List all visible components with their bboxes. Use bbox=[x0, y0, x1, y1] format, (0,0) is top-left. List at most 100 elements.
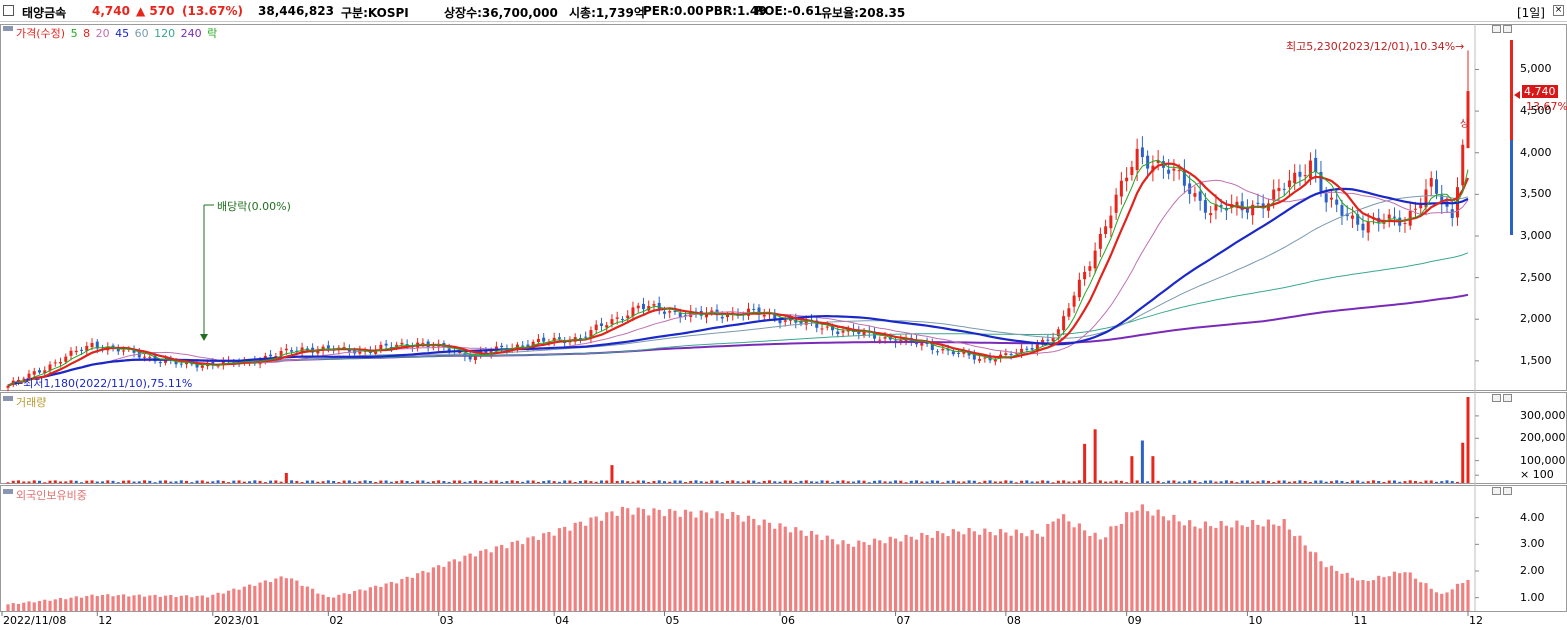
foreign-ratio-bar bbox=[515, 540, 520, 611]
foreign-ratio-bar bbox=[1072, 527, 1076, 611]
candle-body bbox=[1125, 177, 1129, 182]
candle-body bbox=[589, 330, 593, 339]
volume-bar bbox=[111, 480, 115, 483]
candle-body bbox=[164, 359, 168, 363]
foreign-ratio-bar bbox=[184, 595, 189, 611]
foreign-ratio-bar bbox=[1035, 533, 1039, 611]
candle-body bbox=[74, 350, 78, 353]
foreign-ratio-bar bbox=[1314, 552, 1318, 611]
volume-bar bbox=[290, 480, 294, 483]
candle-body bbox=[552, 337, 556, 341]
volume-bar bbox=[122, 480, 126, 483]
candle-body bbox=[920, 342, 924, 346]
volume-bar bbox=[69, 480, 73, 483]
foreign-ratio-bar bbox=[951, 529, 955, 611]
volume-bar bbox=[1335, 480, 1339, 483]
volume-bar bbox=[169, 481, 173, 483]
foreign-ratio-bar bbox=[626, 508, 630, 611]
period-selector[interactable]: [1일] bbox=[1516, 6, 1545, 20]
volume-bar bbox=[647, 482, 651, 484]
candle-body bbox=[305, 348, 309, 350]
foreign-ratio-bar bbox=[268, 582, 273, 611]
panel-close-icon[interactable] bbox=[1503, 25, 1512, 33]
panel-grip-icon[interactable] bbox=[3, 26, 13, 31]
volume-bar bbox=[993, 481, 997, 483]
candle-body bbox=[762, 314, 766, 317]
volume-bar bbox=[652, 480, 656, 483]
candle-body bbox=[274, 356, 278, 358]
candle-body bbox=[668, 311, 672, 313]
foreign-ratio-bar bbox=[22, 602, 26, 611]
panel-close-icon[interactable] bbox=[1503, 394, 1512, 402]
foreign-ratio-bar bbox=[16, 603, 21, 611]
x-tick-label: 05 bbox=[665, 614, 680, 627]
panel-minimize-icon[interactable] bbox=[1492, 487, 1501, 495]
volume-bar bbox=[1009, 480, 1013, 483]
volume-bar bbox=[1392, 480, 1396, 483]
volume-bar bbox=[1298, 480, 1302, 483]
foreign-ratio-bar bbox=[6, 604, 10, 611]
volume-bar bbox=[972, 480, 976, 483]
panel-close-icon[interactable] bbox=[1503, 487, 1512, 495]
foreign-ratio-bar bbox=[1366, 581, 1370, 611]
foreign-ratio-bar bbox=[1104, 537, 1108, 611]
foreign-ratio-bar bbox=[1188, 520, 1192, 611]
panel-grip-icon[interactable] bbox=[3, 396, 13, 401]
foreign-ratio-bar bbox=[79, 597, 84, 611]
foreign-ratio-bar bbox=[998, 529, 1003, 611]
volume-bar bbox=[1146, 481, 1150, 483]
foreign-ratio-bar bbox=[1203, 521, 1208, 611]
foreign-ratio-bar bbox=[1245, 526, 1250, 611]
candle-body bbox=[1429, 178, 1433, 187]
volume-bar bbox=[594, 481, 598, 483]
foreign-ratio-bar bbox=[1219, 521, 1223, 611]
volume-bar bbox=[563, 480, 567, 483]
foreign-ratio-bar bbox=[253, 585, 257, 611]
candle-body bbox=[1340, 205, 1344, 216]
current-pct-tag: 13.67% bbox=[1526, 100, 1567, 113]
volume-bar bbox=[311, 480, 315, 483]
volume-bar bbox=[232, 480, 236, 483]
foreign-ratio-bar bbox=[941, 533, 945, 611]
panel-minimize-icon[interactable] bbox=[1492, 394, 1501, 402]
volume-bar bbox=[1434, 481, 1438, 483]
foreign-ratio-bar bbox=[809, 530, 814, 611]
volume-bar bbox=[484, 481, 488, 483]
foreign-ratio-bar bbox=[1046, 523, 1050, 611]
foreign-ratio-bar bbox=[830, 539, 835, 611]
y-tick-label: 100,000 bbox=[1520, 453, 1566, 467]
close-icon[interactable]: × bbox=[1553, 5, 1564, 16]
candle-body bbox=[657, 302, 661, 310]
volume-bar bbox=[904, 482, 908, 484]
y-tick-label: 1,500 bbox=[1520, 353, 1552, 367]
checkbox-icon[interactable] bbox=[3, 5, 14, 16]
volume-bar bbox=[1356, 480, 1360, 483]
foreign-ratio-bar bbox=[526, 537, 530, 611]
x-tick-label: 02 bbox=[329, 614, 344, 627]
volume-bar bbox=[95, 481, 99, 483]
y-tick-label: 2,000 bbox=[1520, 312, 1552, 326]
panel-minimize-icon[interactable] bbox=[1492, 25, 1501, 33]
volume-bar bbox=[1130, 456, 1134, 483]
foreign-ratio-bar bbox=[736, 515, 740, 611]
foreign-ratio-bar bbox=[311, 588, 315, 611]
foreign-ratio-bar bbox=[641, 509, 646, 611]
volume-bar bbox=[615, 480, 619, 483]
foreign-ratio-bar bbox=[1077, 523, 1081, 611]
volume-bar bbox=[909, 480, 913, 483]
volume-bar bbox=[74, 480, 78, 483]
candle-body bbox=[69, 350, 73, 356]
volume-bar bbox=[578, 481, 582, 483]
volume-bar bbox=[211, 481, 215, 483]
foreign-ratio-bar bbox=[699, 510, 703, 611]
foreign-ratio-bar bbox=[899, 541, 903, 611]
panel-grip-icon[interactable] bbox=[3, 489, 13, 494]
stock-name[interactable]: 태양금속 bbox=[22, 6, 67, 20]
candle-body bbox=[1167, 169, 1171, 174]
candle-body bbox=[1293, 172, 1297, 184]
volume-legend: 거래량 bbox=[16, 396, 47, 409]
foreign-ratio-bar bbox=[205, 597, 210, 611]
volume-bar bbox=[43, 482, 47, 484]
foreign-ratio-bar bbox=[531, 536, 535, 611]
